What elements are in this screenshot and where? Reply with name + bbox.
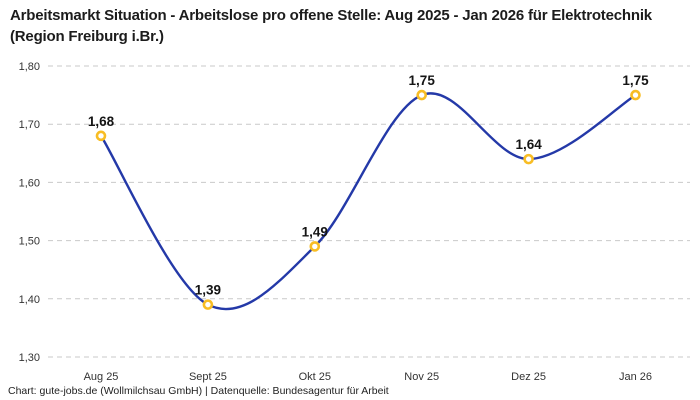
y-axis-tick-label: 1,30 (19, 352, 40, 364)
data-point-label: 1,75 (409, 73, 436, 88)
chart-source-credit: Chart: gute-jobs.de (Wollmilchsau GmbH) … (8, 385, 389, 397)
y-axis-tick-label: 1,60 (19, 177, 40, 189)
data-point-label: 1,39 (195, 283, 221, 298)
y-axis-tick-label: 1,70 (19, 119, 40, 131)
data-point-marker (309, 241, 321, 252)
data-point-label: 1,49 (302, 224, 328, 239)
x-axis-tick-label: Jan 26 (619, 371, 652, 383)
y-axis-tick-label: 1,40 (19, 294, 40, 306)
data-point-label: 1,68 (88, 114, 115, 129)
x-axis-tick-label: Aug 25 (84, 371, 119, 383)
data-point-marker (523, 153, 534, 165)
data-point-label: 1,75 (622, 73, 649, 88)
data-point-marker (202, 299, 214, 310)
x-axis-tick-label: Dez 25 (511, 371, 546, 383)
y-axis-tick-label: 1,50 (19, 236, 40, 248)
x-axis-tick-label: Nov 25 (404, 371, 439, 383)
chart-title: Arbeitsmarkt Situation - Arbeitslose pro… (10, 7, 652, 45)
series-line (99, 92, 637, 311)
data-point-marker (416, 89, 428, 101)
y-axis-tick-label: 1,80 (19, 61, 40, 73)
x-axis-tick-label: Sept 25 (189, 371, 227, 383)
x-axis-tick-label: Okt 25 (299, 371, 331, 383)
data-point-marker (630, 89, 641, 101)
data-point-label: 1,64 (515, 137, 542, 152)
data-point-marker (95, 130, 107, 142)
